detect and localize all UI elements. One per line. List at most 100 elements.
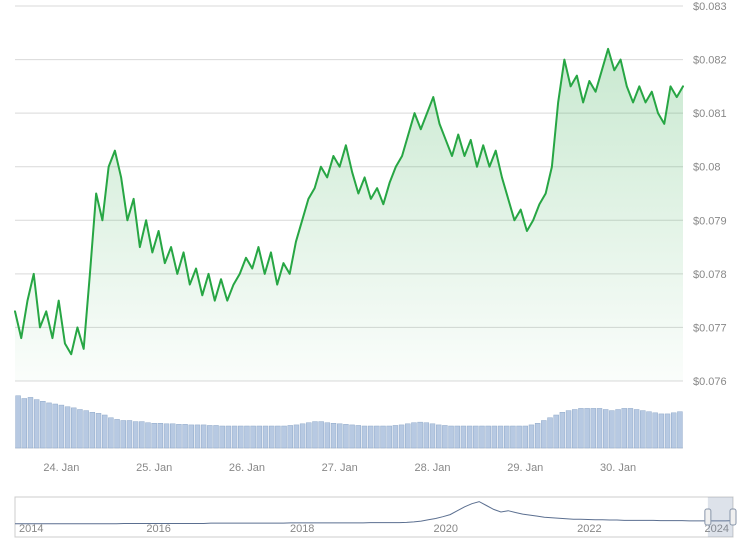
volume-bar xyxy=(306,423,311,448)
volume-bar xyxy=(634,410,639,449)
volume-bar xyxy=(337,424,342,448)
volume-bar xyxy=(609,411,614,448)
volume-bar xyxy=(640,411,645,448)
volume-bar xyxy=(16,396,21,448)
range-handle-left[interactable] xyxy=(705,509,711,525)
volume-bar xyxy=(480,426,485,448)
volume-bar xyxy=(449,426,454,448)
volume-bar xyxy=(47,403,52,448)
y-tick-label: $0.079 xyxy=(693,215,727,227)
volume-bar xyxy=(257,426,262,448)
volume-bar xyxy=(96,413,101,448)
volume-bar xyxy=(492,426,497,448)
volume-bar xyxy=(269,426,274,448)
volume-bar xyxy=(665,414,670,448)
volume-bar xyxy=(40,401,45,448)
range-selector[interactable] xyxy=(15,497,733,537)
volume-bar xyxy=(170,424,175,448)
volume-bar xyxy=(59,405,64,448)
volume-bar xyxy=(381,426,386,448)
volume-bar xyxy=(578,408,583,448)
volume-bar xyxy=(207,425,212,448)
volume-bar xyxy=(90,412,95,448)
volume-bar xyxy=(647,412,652,448)
volume-bar xyxy=(653,413,658,448)
volume-bar xyxy=(275,426,280,448)
volume-bar xyxy=(585,408,590,448)
range-year-label: 2014 xyxy=(19,523,43,535)
volume-bar xyxy=(486,426,491,448)
range-year-label: 2020 xyxy=(434,523,458,535)
volume-bar xyxy=(331,423,336,448)
volume-bar xyxy=(238,426,243,448)
range-year-label: 2022 xyxy=(577,523,601,535)
volume-bar xyxy=(288,425,293,448)
volume-bar xyxy=(411,423,416,448)
volume-bar xyxy=(313,422,318,448)
volume-bar xyxy=(405,424,410,448)
x-tick-label: 29. Jan xyxy=(507,462,543,474)
volume-bar xyxy=(442,425,447,448)
volume-bar xyxy=(164,424,169,448)
volume-bar xyxy=(121,421,126,449)
volume-bar xyxy=(232,426,237,448)
volume-bar xyxy=(393,425,398,448)
y-tick-label: $0.08 xyxy=(693,162,721,174)
volume-bar xyxy=(671,413,676,448)
volume-bar xyxy=(424,423,429,448)
volume-bar xyxy=(65,407,70,448)
volume-bar xyxy=(510,426,515,448)
volume-bar xyxy=(461,426,466,448)
volume-bar xyxy=(325,423,330,448)
volume-bar xyxy=(387,426,392,448)
volume-bar xyxy=(115,419,120,448)
volume-bar xyxy=(498,426,503,448)
volume-bar xyxy=(183,424,188,448)
volume-bar xyxy=(343,424,348,448)
volume-bar xyxy=(535,423,540,448)
range-year-label: 2018 xyxy=(290,523,314,535)
x-tick-label: 27. Jan xyxy=(322,462,358,474)
volume-bar xyxy=(263,426,268,448)
volume-bar xyxy=(566,411,571,448)
volume-bar xyxy=(362,426,367,448)
volume-bar xyxy=(659,414,664,448)
chart-container: $0.076$0.077$0.078$0.079$0.08$0.081$0.08… xyxy=(0,0,750,547)
volume-bar xyxy=(300,424,305,448)
volume-bar xyxy=(146,423,151,448)
volume-bar xyxy=(529,425,534,448)
volume-bar xyxy=(251,426,256,448)
range-handle-right[interactable] xyxy=(730,509,736,525)
volume-bar xyxy=(467,426,472,448)
volume-bar xyxy=(108,418,113,448)
volume-bar xyxy=(201,425,206,448)
range-selection[interactable] xyxy=(708,497,733,537)
volume-bar xyxy=(616,410,621,449)
volume-bar xyxy=(133,422,138,448)
volume-bar xyxy=(572,410,577,449)
volume-bar xyxy=(436,425,441,448)
volume-bar xyxy=(523,426,528,448)
volume-bar xyxy=(53,404,58,448)
volume-bar xyxy=(102,415,107,448)
x-tick-label: 28. Jan xyxy=(414,462,450,474)
volume-bar xyxy=(504,426,509,448)
x-tick-label: 25. Jan xyxy=(136,462,172,474)
volume-bar xyxy=(473,426,478,448)
y-tick-label: $0.077 xyxy=(693,322,727,334)
volume-bar xyxy=(28,397,33,448)
volume-bar xyxy=(319,422,324,448)
volume-bar xyxy=(350,425,355,448)
volume-bar xyxy=(77,410,82,449)
volume-bar xyxy=(622,408,627,448)
y-tick-label: $0.083 xyxy=(693,1,727,13)
volume-bar xyxy=(158,423,163,448)
volume-bar xyxy=(430,424,435,448)
volume-bar xyxy=(84,411,89,448)
volume-bar xyxy=(560,412,565,448)
volume-bar xyxy=(374,426,379,448)
volume-bar xyxy=(226,426,231,448)
volume-bar xyxy=(455,426,460,448)
y-tick-label: $0.076 xyxy=(693,376,727,388)
volume-bar xyxy=(71,408,76,448)
